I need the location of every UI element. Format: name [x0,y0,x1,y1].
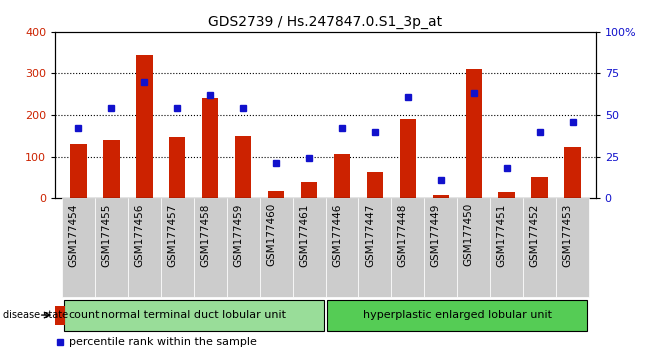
Text: GSM177457: GSM177457 [167,203,177,267]
Text: percentile rank within the sample: percentile rank within the sample [69,337,256,347]
FancyBboxPatch shape [64,300,324,331]
Bar [326,198,359,297]
Text: disease state: disease state [3,310,68,320]
Bar [457,198,490,297]
Bar [136,55,152,198]
Bar [391,198,424,297]
Bar [260,198,292,297]
Bar [556,198,589,297]
FancyBboxPatch shape [327,300,587,331]
Text: count: count [69,310,100,320]
Bar [531,177,548,198]
Bar [367,172,383,198]
Text: hyperplastic enlarged lobular unit: hyperplastic enlarged lobular unit [363,310,552,320]
Bar [490,198,523,297]
Bar [564,148,581,198]
Bar [202,98,219,198]
Bar [62,198,95,297]
Bar [95,198,128,297]
Bar [424,198,457,297]
Bar [70,144,87,198]
Bar [499,192,515,198]
Text: GSM177449: GSM177449 [431,203,441,267]
Bar [359,198,391,297]
Bar [301,182,317,198]
Text: GSM177454: GSM177454 [68,203,78,267]
Bar [268,191,284,198]
Bar [169,137,186,198]
Text: GSM177451: GSM177451 [497,203,506,267]
Bar [194,198,227,297]
Bar [400,119,416,198]
Text: GSM177460: GSM177460 [266,203,276,267]
Bar [128,198,161,297]
Bar [523,198,556,297]
Bar [334,154,350,198]
Text: GSM177459: GSM177459 [233,203,243,267]
Bar [432,195,449,198]
Text: GSM177452: GSM177452 [530,203,540,267]
Text: GSM177455: GSM177455 [102,203,111,267]
Bar [103,140,120,198]
Title: GDS2739 / Hs.247847.0.S1_3p_at: GDS2739 / Hs.247847.0.S1_3p_at [208,16,443,29]
Bar [161,198,194,297]
Bar [235,136,251,198]
Bar [227,198,260,297]
Bar [292,198,326,297]
Text: normal terminal duct lobular unit: normal terminal duct lobular unit [101,310,286,320]
Text: GSM177447: GSM177447 [365,203,375,267]
Text: GSM177456: GSM177456 [134,203,145,267]
Text: GSM177461: GSM177461 [299,203,309,267]
Text: GSM177450: GSM177450 [464,203,474,267]
Text: GSM177458: GSM177458 [201,203,210,267]
Text: GSM177453: GSM177453 [562,203,573,267]
Bar [55,306,65,325]
Text: GSM177446: GSM177446 [332,203,342,267]
Bar [465,69,482,198]
Text: GSM177448: GSM177448 [398,203,408,267]
